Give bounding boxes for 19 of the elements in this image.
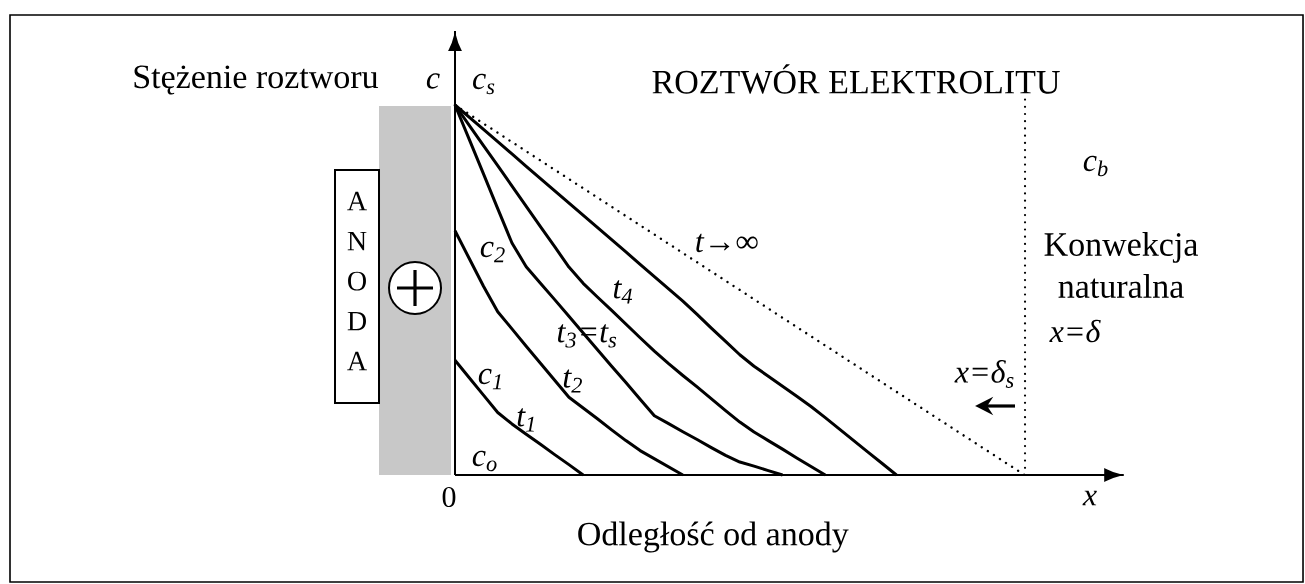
y-axis-title: Stężenie roztworu [134,65,379,95]
text: c$_{b}$ [1083,155,1108,177]
annotation: c$_{o}$ [472,450,497,472]
series-label: t$_{1}$ [517,408,534,432]
annotation: c$_{1}$ [478,368,501,390]
text: c [426,73,440,89]
series-label: t→∞ [696,233,758,253]
text: ROZTWÓR ELEKTROLITU [652,64,1060,94]
text: c$_{s}$ [473,73,495,95]
series-label: t$_{2}$ [563,369,582,393]
text: x=δ [1049,319,1101,343]
annotation: x=δ$_{s}$ [954,360,1014,388]
x-axis-title: Odległość od anody [578,521,849,553]
text: 0 [442,486,456,508]
text: Konwekcja naturalna [1044,232,1198,298]
series-label: t$_{4}$ [613,280,633,304]
text: A N O D A [347,191,367,371]
annotation: c$_{2}$ [480,241,505,263]
text: x [1082,490,1097,506]
